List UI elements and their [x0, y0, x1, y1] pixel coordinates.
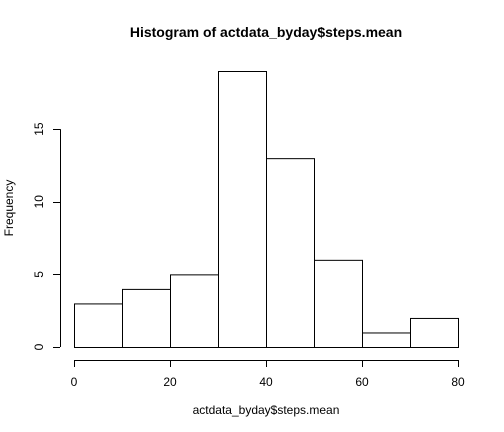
y-tick-label-10: 10 [32, 195, 46, 209]
histogram-bar-50-60 [314, 259, 363, 348]
histogram-bar-60-70 [362, 332, 411, 349]
histogram-bar-70-80 [410, 317, 459, 348]
x-axis-label: actdata_byday$steps.mean [193, 403, 340, 417]
histogram-bar-10-20 [122, 288, 171, 349]
y-axis-label: Frequency [2, 180, 16, 237]
y-tick-label-5: 5 [32, 271, 46, 278]
x-tick-label-0: 0 [71, 375, 78, 389]
y-tick-label-0: 0 [32, 343, 46, 350]
x-tick-label-80: 80 [451, 375, 465, 389]
x-axis: 0 20 40 60 80 [71, 360, 465, 389]
x-tick-label-60: 60 [355, 375, 369, 389]
histogram-bar-30-40 [218, 71, 267, 348]
histogram-bar-0-10 [74, 303, 123, 348]
bars-group [74, 71, 459, 349]
histogram-bar-20-30 [170, 274, 219, 348]
histogram-bar-40-50 [266, 158, 315, 348]
y-axis: 0 5 10 15 [32, 122, 61, 350]
y-tick-label-15: 15 [32, 122, 46, 136]
chart-title: Histogram of actdata_byday$steps.mean [130, 24, 402, 40]
x-tick-label-40: 40 [259, 375, 273, 389]
x-tick-label-20: 20 [163, 375, 177, 389]
